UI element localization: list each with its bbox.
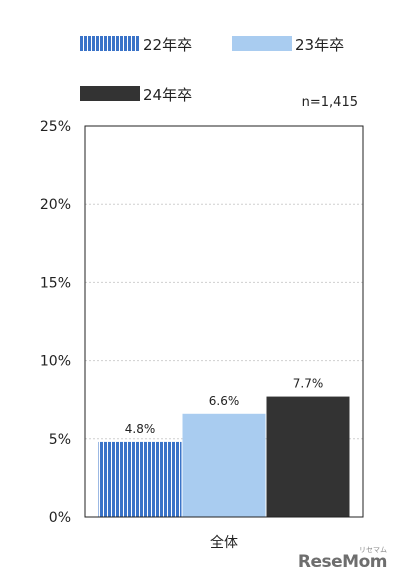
bar-24年卒 bbox=[266, 396, 350, 517]
legend-swatch bbox=[80, 36, 140, 51]
resemom-watermark: ReseMom リセマム bbox=[297, 546, 388, 572]
y-tick-label: 10% bbox=[40, 354, 71, 370]
data-labels: 4.8% 6.6% 7.7% bbox=[125, 377, 324, 436]
y-axis: 0% 5% 10% 15% 20% 25% bbox=[40, 119, 71, 526]
legend-label: 24年卒 bbox=[143, 86, 192, 104]
x-tick-label: 全体 bbox=[210, 534, 238, 551]
legend-label: 23年卒 bbox=[295, 36, 344, 54]
legend-label: 22年卒 bbox=[143, 36, 192, 54]
y-tick-label: 0% bbox=[49, 510, 71, 526]
legend: 22年卒 23年卒 24年卒 bbox=[80, 36, 344, 104]
bars bbox=[98, 396, 350, 517]
data-label: 6.6% bbox=[209, 394, 240, 408]
y-tick-label: 25% bbox=[40, 119, 71, 135]
sample-size-note: n=1,415 bbox=[302, 95, 358, 110]
watermark-small-text: リセマム bbox=[359, 546, 387, 554]
legend-swatch bbox=[232, 36, 292, 51]
data-label: 7.7% bbox=[293, 377, 324, 391]
x-axis: 全体 bbox=[210, 534, 238, 551]
y-tick-label: 20% bbox=[40, 197, 71, 213]
y-tick-label: 15% bbox=[40, 275, 71, 291]
watermark-brand: ReseMom bbox=[297, 552, 388, 572]
legend-swatch bbox=[80, 86, 140, 101]
bar-23年卒 bbox=[182, 413, 266, 517]
y-tick-label: 5% bbox=[49, 432, 71, 448]
bar-22年卒 bbox=[98, 441, 182, 517]
data-label: 4.8% bbox=[125, 422, 156, 436]
plot-frame bbox=[84, 125, 364, 518]
